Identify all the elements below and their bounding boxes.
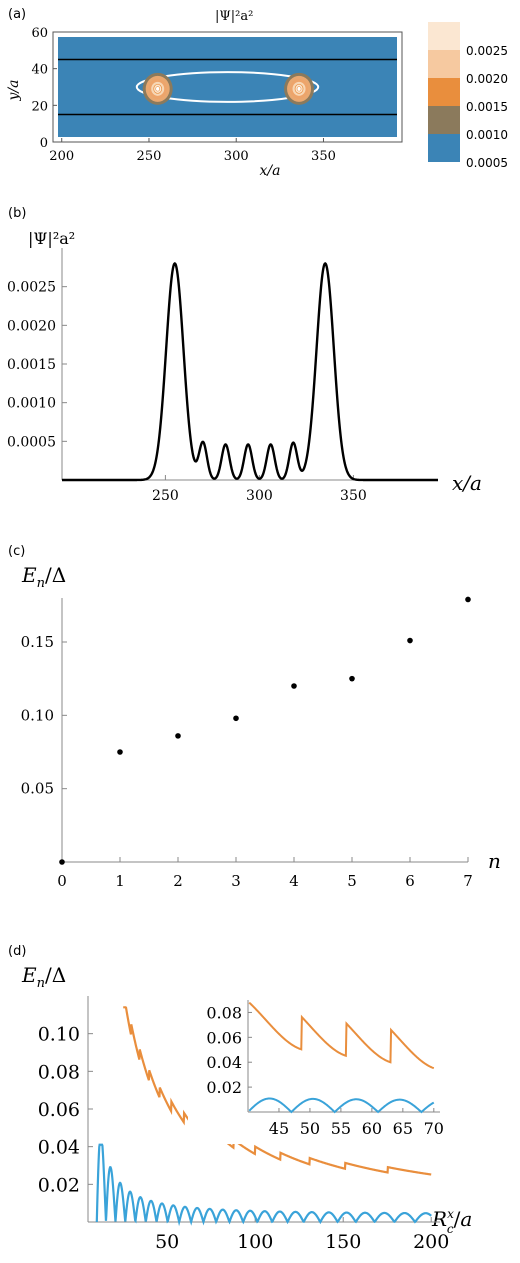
x-tick-label: 150 <box>325 1231 361 1253</box>
panel-label-b: (b) <box>8 206 26 221</box>
density-peak-1 <box>284 72 315 105</box>
panel-label-c: (c) <box>8 544 25 559</box>
density-background <box>58 37 397 137</box>
panel-a: (a) |Ψ|²a² y/a x/a 200 250 300 350 0 20 40 60 0… <box>6 7 508 179</box>
density-peak-0 <box>142 72 173 105</box>
x-tick-label: 250 <box>152 488 179 504</box>
x-tick-label: 1 <box>115 872 125 890</box>
y-tick-label: 0.08 <box>38 1061 80 1083</box>
y-tick-label: 20 <box>31 99 48 114</box>
inset-x-tick-label: 70 <box>424 1119 444 1138</box>
y-tick-label: 0.0010 <box>7 396 56 412</box>
panel-d: (d) En/Δ Rx c/a 0.02 0.04 0.06 0.08 0.10 50 100… <box>8 944 472 1253</box>
x-tick-label: 7 <box>463 872 473 890</box>
colorbar-label: 0.0010 <box>466 128 508 142</box>
y-tick-label: 0.0020 <box>7 318 56 334</box>
x-tick-label: 4 <box>289 872 299 890</box>
colorbar-swatch <box>428 22 460 50</box>
x-tick-label: 300 <box>246 488 273 504</box>
y-tick-label: 40 <box>31 63 48 78</box>
colorbar-swatch <box>428 78 460 106</box>
panel-d-xlabel: Rx c/a <box>431 1207 472 1236</box>
y-tick-label: 0.0005 <box>7 434 56 450</box>
panel-label-a: (a) <box>8 7 26 22</box>
inset-series-orange-line <box>248 1001 435 1070</box>
data-point-0 <box>59 859 65 865</box>
x-tick-label: 50 <box>155 1231 179 1253</box>
peak-core <box>155 86 160 92</box>
data-point-7 <box>465 596 471 603</box>
inset-y-tick-label: 0.08 <box>206 1003 242 1022</box>
colorbar-label: 0.0025 <box>466 44 508 58</box>
peak-core <box>296 86 302 92</box>
data-point-4 <box>291 683 297 689</box>
x-tick-label: 250 <box>137 149 162 164</box>
x-tick-label: 200 <box>49 149 74 164</box>
y-tick-label: 0.10 <box>38 1024 80 1046</box>
panel-c-xlabel: n <box>488 849 501 873</box>
y-tick-label: 0.02 <box>38 1174 80 1196</box>
x-tick-label: 200 <box>413 1231 449 1253</box>
data-point-6 <box>407 637 413 644</box>
x-tick-label: 6 <box>405 872 415 890</box>
ellipse-contour <box>135 71 320 103</box>
x-tick-label: 350 <box>340 488 367 504</box>
colorbar-swatch <box>428 50 460 78</box>
x-tick-label: 350 <box>311 149 336 164</box>
inset-background <box>188 996 442 1144</box>
panel-a-title: |Ψ|²a² <box>215 9 253 24</box>
y-tick-label: 0.15 <box>21 633 54 651</box>
panel-c-ylabel: En/Δ <box>21 563 66 591</box>
y-tick-label: 0.0025 <box>7 280 56 296</box>
x-tick-label: 300 <box>224 149 249 164</box>
data-point-2 <box>175 733 181 739</box>
x-tick-label: 3 <box>231 872 241 890</box>
y-tick-label: 60 <box>31 26 48 41</box>
data-point-5 <box>349 675 355 682</box>
x-tick-label: 0 <box>57 872 67 890</box>
panel-b-ylabel: |Ψ|²a² <box>28 229 75 248</box>
colorbar-label: 0.0005 <box>466 156 508 170</box>
inset-x-tick-label: 55 <box>331 1119 351 1138</box>
y-tick-label: 0.04 <box>38 1137 80 1159</box>
inset-series-cyan-line <box>248 1097 435 1114</box>
colorbar-label: 0.0015 <box>466 100 508 114</box>
colorbar-label: 0.0020 <box>466 72 508 86</box>
x-tick-label: 5 <box>347 872 357 890</box>
panel-b: (b) |Ψ|²a² x/a 0.0005 0.0010 0.0015 0.0020 0… <box>7 206 482 504</box>
colorbar: 0.0025 0.0020 0.0015 0.0010 0.0005 <box>428 22 508 170</box>
inset-x-tick-label: 50 <box>300 1119 320 1138</box>
panel-d-ylabel: En/Δ <box>21 963 66 991</box>
panel-c: (c) En/Δ n 0.05 0.10 0.15 0 1 2 3 4 5 6 7 <box>8 544 501 890</box>
y-tick-label: 0.10 <box>21 706 54 724</box>
panel-a-xlabel: x/a <box>260 163 281 179</box>
y-tick-label: 0.0015 <box>7 357 56 373</box>
y-tick-label: 0 <box>40 136 48 151</box>
series-orange-line <box>123 1006 432 1176</box>
inset-y-tick-label: 0.06 <box>206 1028 242 1047</box>
colorbar-swatch <box>428 106 460 134</box>
inset-x-tick-label: 65 <box>393 1119 413 1138</box>
data-point-3 <box>233 715 239 722</box>
x-tick-label: 100 <box>237 1231 273 1253</box>
y-tick-label: 0.05 <box>21 780 54 798</box>
inset-plot: 0.02 0.04 0.06 0.08 45 50 55 60 65 70 <box>188 996 444 1144</box>
inset-y-tick-label: 0.02 <box>206 1078 242 1097</box>
series-cyan-line <box>95 1143 432 1227</box>
panel-label-d: (d) <box>8 944 26 959</box>
panel-a-ylabel: y/a <box>6 80 22 102</box>
x-tick-label: 2 <box>173 872 183 890</box>
inset-y-tick-label: 0.04 <box>206 1053 242 1072</box>
inset-x-tick-label: 60 <box>362 1119 382 1138</box>
y-tick-label: 0.06 <box>38 1099 80 1121</box>
density-profile-line <box>62 262 438 482</box>
panel-b-xlabel: x/a <box>452 471 482 495</box>
inset-x-tick-label: 45 <box>269 1119 289 1138</box>
colorbar-swatch <box>428 134 460 162</box>
data-point-1 <box>117 749 123 755</box>
